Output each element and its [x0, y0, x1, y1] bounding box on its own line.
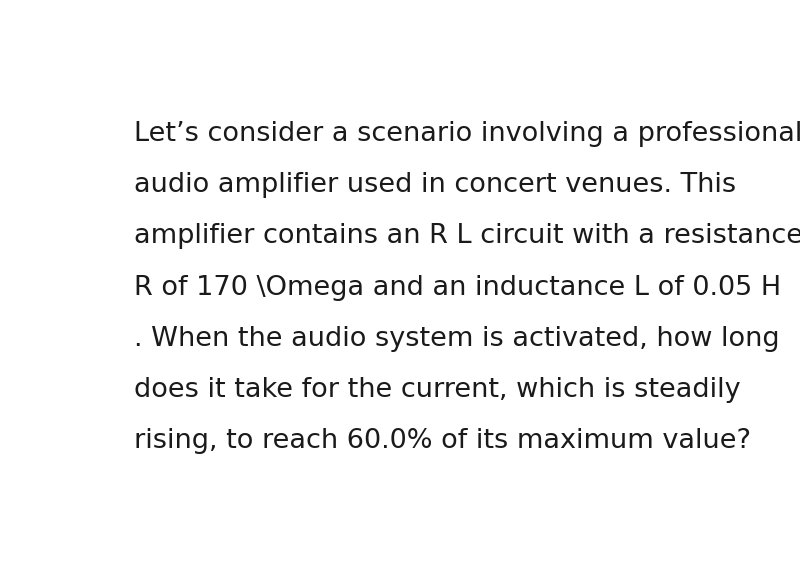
Text: audio amplifier used in concert venues. This: audio amplifier used in concert venues. …	[134, 172, 736, 198]
Text: amplifier contains an R L circuit with a resistance: amplifier contains an R L circuit with a…	[134, 223, 800, 250]
Text: does it take for the current, which is steadily: does it take for the current, which is s…	[134, 377, 741, 403]
Text: R of 170 \Omega and an inductance L of 0.05 H: R of 170 \Omega and an inductance L of 0…	[134, 274, 782, 301]
Text: rising, to reach 60.0% of its maximum value?: rising, to reach 60.0% of its maximum va…	[134, 428, 751, 455]
Text: . When the audio system is activated, how long: . When the audio system is activated, ho…	[134, 326, 780, 352]
Text: Let’s consider a scenario involving a professional: Let’s consider a scenario involving a pr…	[134, 121, 800, 146]
